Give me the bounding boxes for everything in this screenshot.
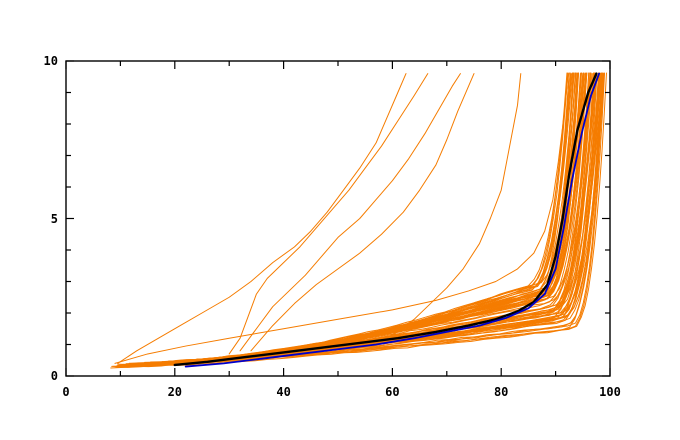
prediction-curve [140,72,596,364]
axis-layer [65,60,611,377]
series-bundle-upper [114,73,569,364]
x-tick-label-60: 60 [385,385,400,399]
curves-layer [110,72,607,369]
plot-frame [65,60,611,377]
x-tick-label-40: 40 [276,385,291,399]
series-outlier-3 [239,73,461,352]
series-outlier-5 [391,73,522,336]
prediction-curve [149,72,592,365]
series-outlier-2 [228,73,429,355]
prediction-curve [147,73,592,364]
prediction-curve [137,72,592,365]
series-outlier-4 [250,73,475,352]
prediction-curve [132,72,595,365]
prediction-curve [135,72,596,365]
y-tick-label-5: 5 [50,211,58,226]
prediction-curve [114,72,603,368]
prediction-curve [136,72,597,365]
x-tick-label-100: 100 [599,385,621,399]
prediction-curve [122,73,604,367]
prediction-curve [128,72,600,364]
series-outlier-1 [117,73,407,364]
x-tick-label-20: 20 [167,385,183,399]
prediction-curve [166,72,583,363]
prediction-curve [144,72,591,365]
series-reference-median [173,72,598,367]
y-tick-label-0: 0 [50,369,58,383]
series-highlight-model [184,72,601,368]
prediction-curve [138,73,596,364]
x-tick-label-80: 80 [493,385,509,399]
x-tick-label-0: 0 [62,385,70,399]
prediction-curve [144,72,594,363]
y-tick-label-10: 10 [43,54,58,68]
prediction-curve [192,72,575,362]
prediction-curve [125,72,597,365]
prediction-curve [154,73,587,365]
